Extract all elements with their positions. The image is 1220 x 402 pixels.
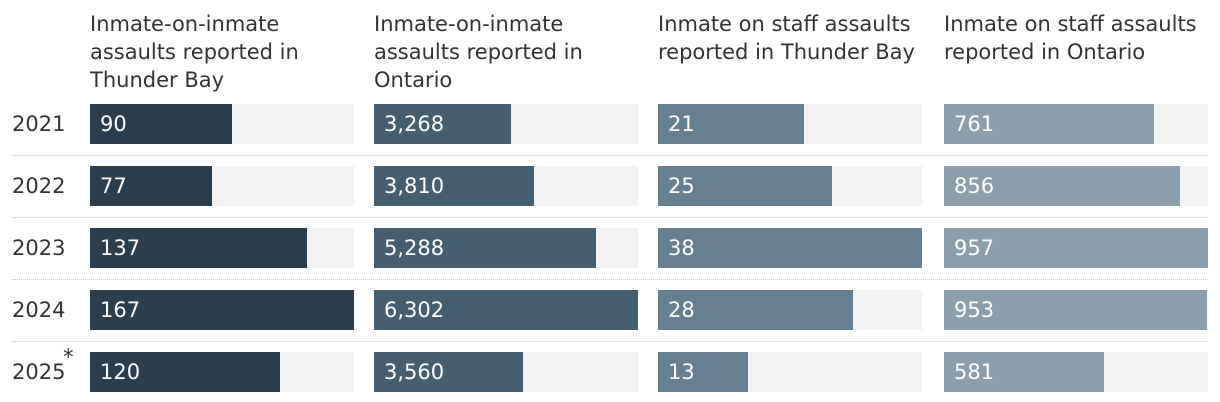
year-label-2023: 2023 <box>12 236 66 260</box>
bar-value-label: 38 <box>668 236 695 260</box>
bar-value-label: 120 <box>100 360 141 384</box>
bar-value-label: 581 <box>954 360 995 384</box>
year-label-2024: 2024 <box>12 298 66 322</box>
bar-4-2025 <box>944 352 1104 392</box>
bar-value-label: 761 <box>954 112 995 136</box>
bar-3-2022 <box>658 166 832 206</box>
column-header-4: Inmate on staff assaults reported in Ont… <box>944 12 1197 64</box>
bar-2-2021 <box>374 104 511 144</box>
bar-3-2023 <box>658 228 922 268</box>
row-separator <box>12 217 1208 218</box>
bar-value-label: 6,302 <box>384 298 445 322</box>
bar-value-label: 13 <box>668 360 695 384</box>
bar-value-label: 90 <box>100 112 127 136</box>
bar-1-2022 <box>90 166 212 206</box>
bar-1-2023 <box>90 228 307 268</box>
bar-4-2021 <box>944 104 1154 144</box>
bar-value-label: 21 <box>668 112 695 136</box>
bar-value-label: 5,288 <box>384 236 445 260</box>
column-header-1: Inmate-on-inmate assaults reported in Th… <box>90 12 299 92</box>
bar-1-2025 <box>90 352 280 392</box>
bar-value-label: 137 <box>100 236 141 260</box>
bar-3-2021 <box>658 104 804 144</box>
column-header-2: Inmate-on-inmate assaults reported in On… <box>374 12 583 92</box>
year-label-2025: 2025 <box>12 360 66 384</box>
bar-3-2025 <box>658 352 748 392</box>
year-label-2022: 2022 <box>12 174 66 198</box>
column-header-3: Inmate on staff assaults reported in Thu… <box>658 12 915 64</box>
bar-4-2024 <box>944 290 1207 330</box>
bar-3-2024 <box>658 290 853 330</box>
bar-value-label: 957 <box>954 236 995 260</box>
bar-value-label: 77 <box>100 174 127 198</box>
bar-value-label: 167 <box>100 298 141 322</box>
bar-value-label: 3,560 <box>384 360 445 384</box>
bar-2-2023 <box>374 228 596 268</box>
row-separator <box>12 155 1208 156</box>
bar-4-2023 <box>944 228 1208 268</box>
bar-1-2021 <box>90 104 232 144</box>
bar-2-2024 <box>374 290 638 330</box>
row-separator <box>12 341 1208 342</box>
bar-2-2025 <box>374 352 523 392</box>
bar-value-label: 856 <box>954 174 995 198</box>
footnote-asterisk: * <box>63 345 74 369</box>
bar-value-label: 3,268 <box>384 112 445 136</box>
bar-value-label: 953 <box>954 298 995 322</box>
bar-value-label: 25 <box>668 174 695 198</box>
bar-value-label: 3,810 <box>384 174 445 198</box>
year-label-2021: 2021 <box>12 112 66 136</box>
bar-1-2024 <box>90 290 354 330</box>
bar-4-2022 <box>944 166 1180 206</box>
row-separator <box>12 279 1208 280</box>
bar-value-label: 28 <box>668 298 695 322</box>
bar-2-2022 <box>374 166 534 206</box>
